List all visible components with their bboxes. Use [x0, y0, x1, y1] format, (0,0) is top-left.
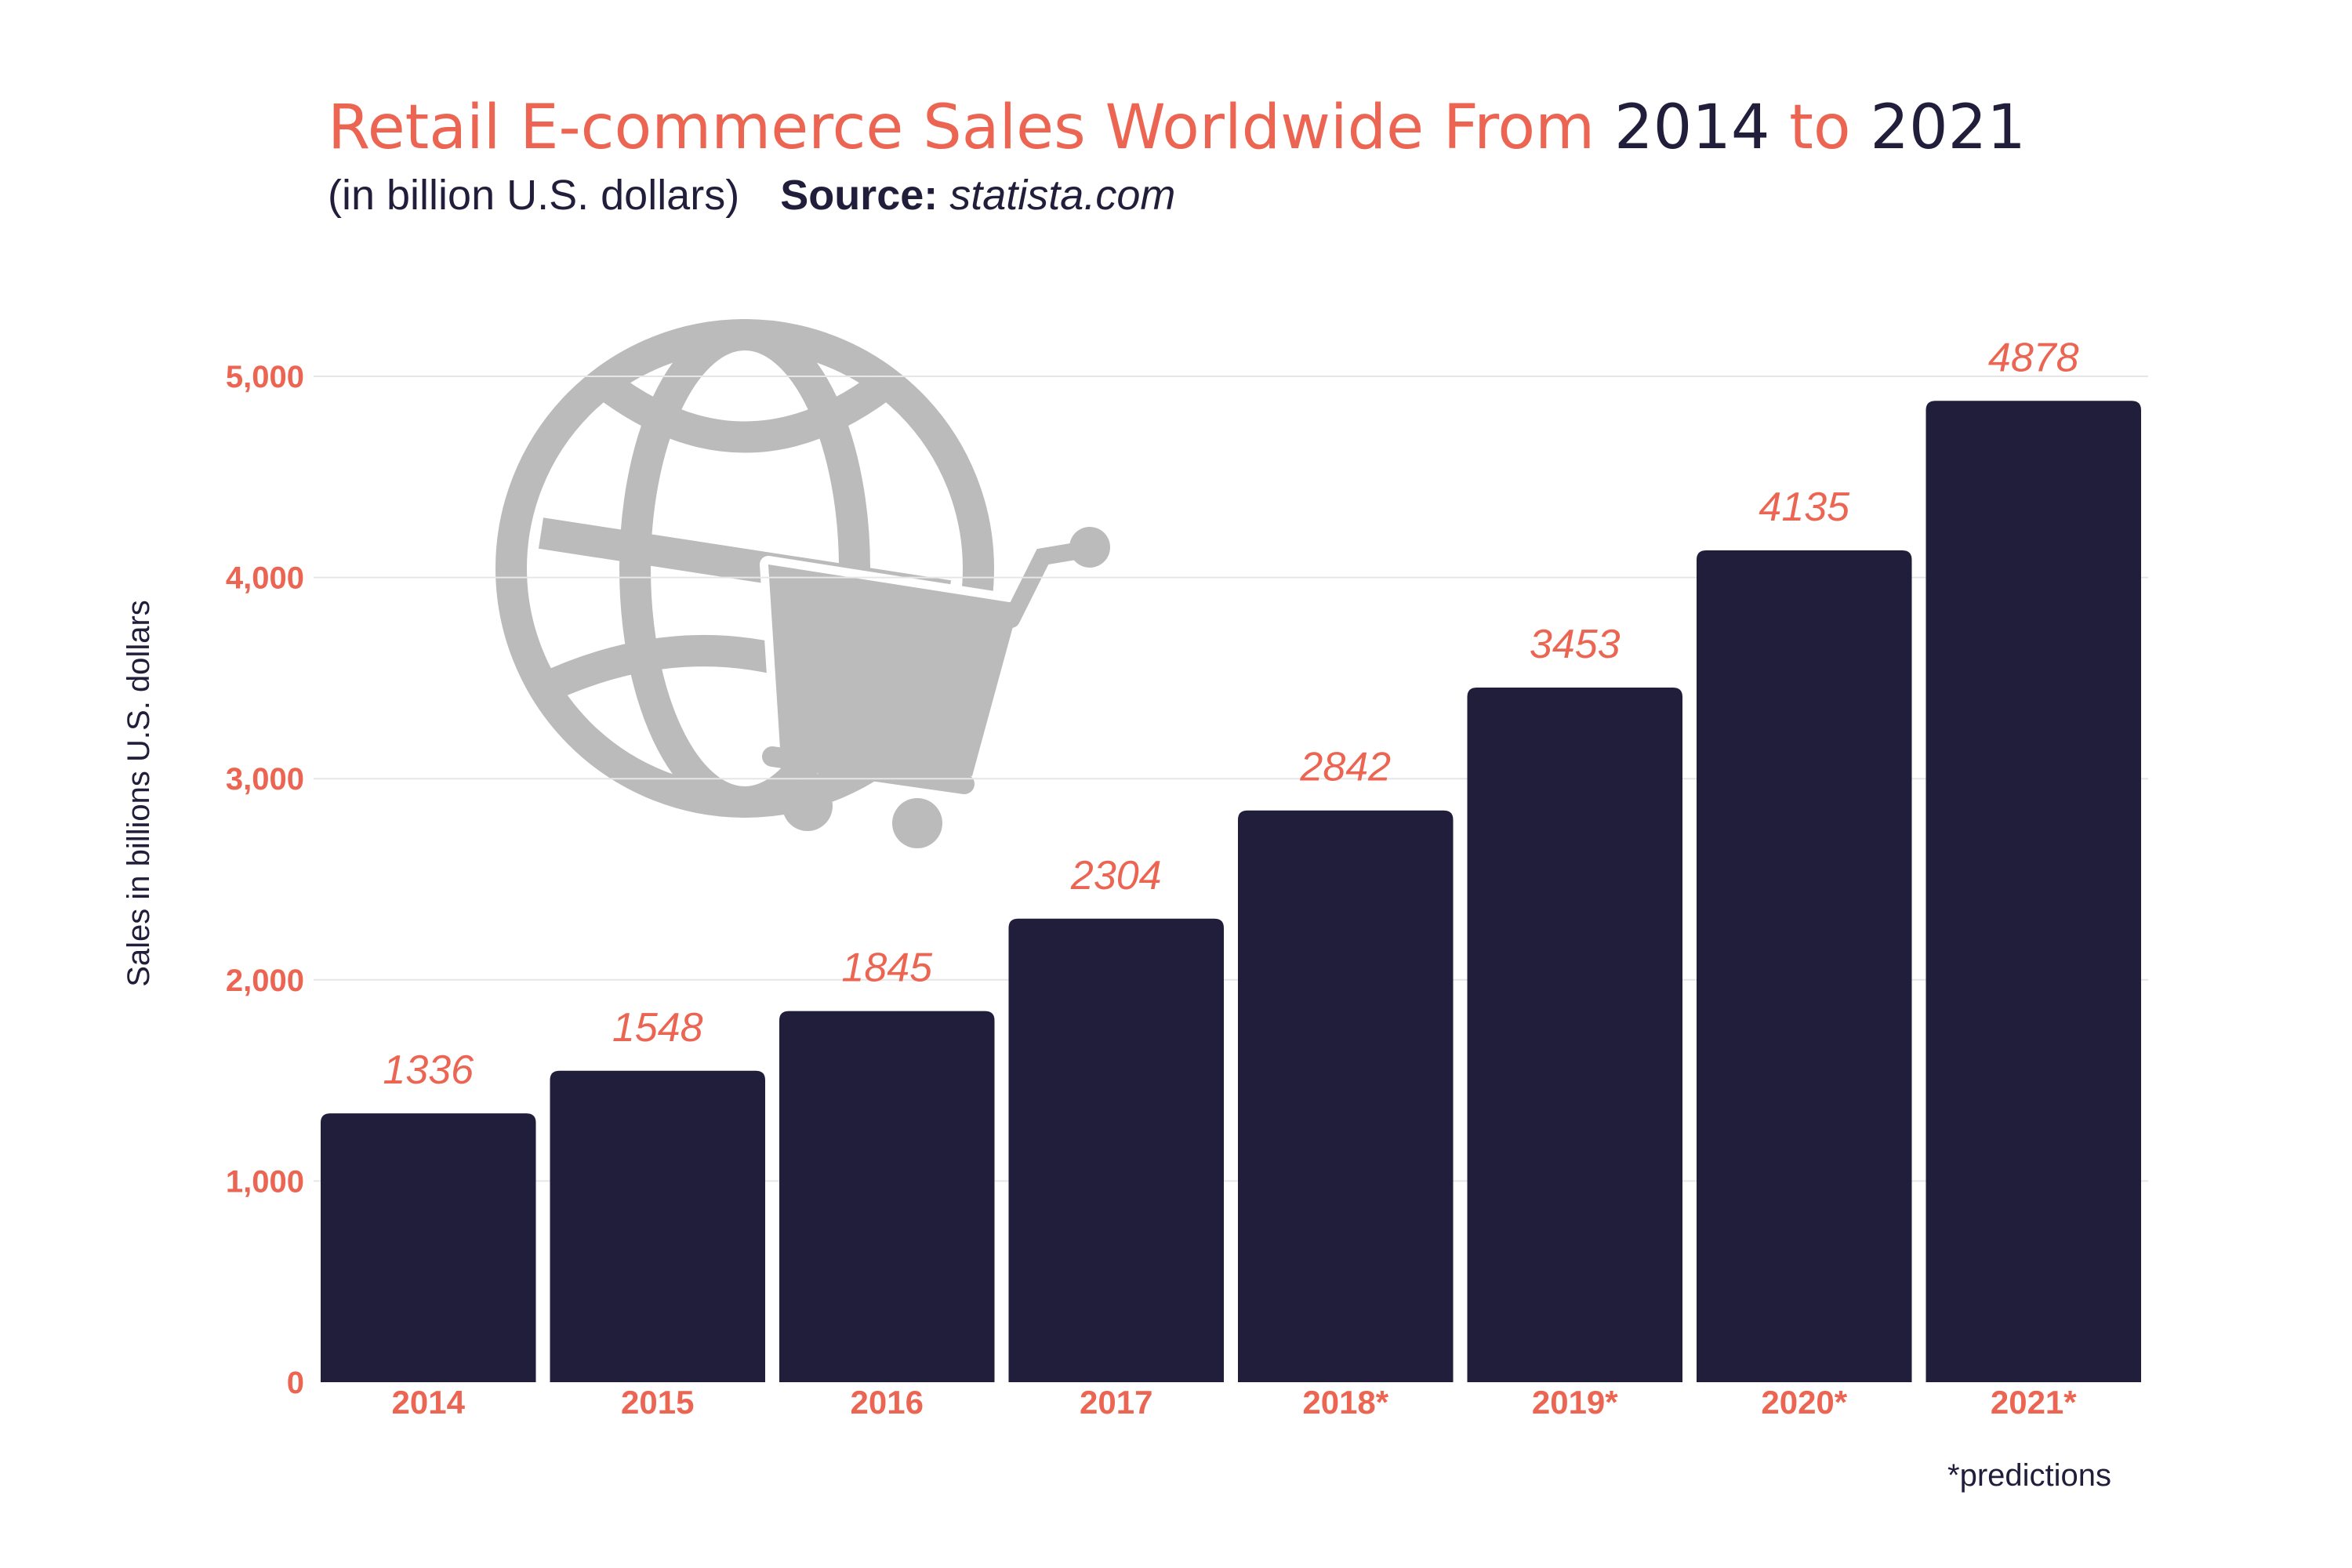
predictions-footnote: *predictions	[1947, 1458, 2112, 1493]
data-labels: 1336 1548 1845 2304 2842 3453 4135 4878	[383, 335, 2078, 1093]
globe-shopping-cart-icon	[495, 319, 1110, 848]
bar-2017	[1008, 918, 1224, 1382]
title-year-start: 2014	[1613, 93, 1770, 163]
source-value: statista.com	[938, 172, 1176, 219]
x-tick-label: 2021*	[1991, 1384, 2077, 1421]
x-tick-label: 2014	[392, 1384, 466, 1421]
title-year-end: 2021	[1870, 93, 2026, 163]
data-label: 4135	[1759, 485, 1850, 530]
y-tick-label: 5,000	[226, 360, 304, 394]
bar-2019	[1467, 687, 1682, 1382]
x-tick-label: 2016	[851, 1384, 924, 1421]
data-label: 3453	[1530, 622, 1621, 667]
x-tick-label: 2017	[1080, 1384, 1152, 1421]
y-tick-label: 4,000	[226, 561, 304, 596]
bars	[321, 401, 2141, 1383]
bar-2018	[1238, 810, 1454, 1382]
bar-2016	[779, 1011, 995, 1382]
data-label: 2842	[1299, 745, 1391, 790]
bar-2021	[1926, 401, 2141, 1383]
data-label: 1336	[383, 1047, 474, 1093]
y-tick-label: 0	[287, 1366, 304, 1400]
source-label: Source:	[780, 172, 938, 219]
bar-2020	[1697, 550, 1912, 1382]
data-label: 1548	[612, 1005, 703, 1051]
title-connector: to	[1769, 93, 1871, 163]
y-axis-label: Sales in billions U.S. dollars	[122, 600, 156, 987]
x-tick-label: 2020*	[1761, 1384, 1847, 1421]
x-tick-label: 2019*	[1532, 1384, 1618, 1421]
y-tick-label: 3,000	[226, 762, 304, 797]
bar-2015	[550, 1070, 765, 1382]
y-tick-label: 1,000	[226, 1164, 304, 1199]
data-label: 1845	[841, 946, 933, 991]
x-axis-ticks: 2014 2015 2016 2017 2018* 2019* 2020* 2021*	[392, 1384, 2078, 1421]
y-tick-label: 2,000	[226, 964, 304, 998]
x-tick-label: 2018*	[1302, 1384, 1388, 1421]
bar-2014	[321, 1113, 536, 1382]
chart-subtitle: (in billion U.S. dollars) Source: statist…	[328, 171, 1175, 220]
data-label: 2304	[1070, 853, 1162, 898]
chart-title: Retail E-commerce Sales Worldwide From 2…	[328, 93, 2026, 163]
title-text: Retail E-commerce Sales Worldwide From	[328, 93, 1614, 163]
y-axis-ticks: 0 1,000 2,000 3,000 4,000 5,000	[226, 360, 304, 1400]
data-label: 4878	[1988, 335, 2079, 380]
subtitle-units: (in billion U.S. dollars)	[328, 172, 740, 219]
x-tick-label: 2015	[621, 1384, 694, 1421]
